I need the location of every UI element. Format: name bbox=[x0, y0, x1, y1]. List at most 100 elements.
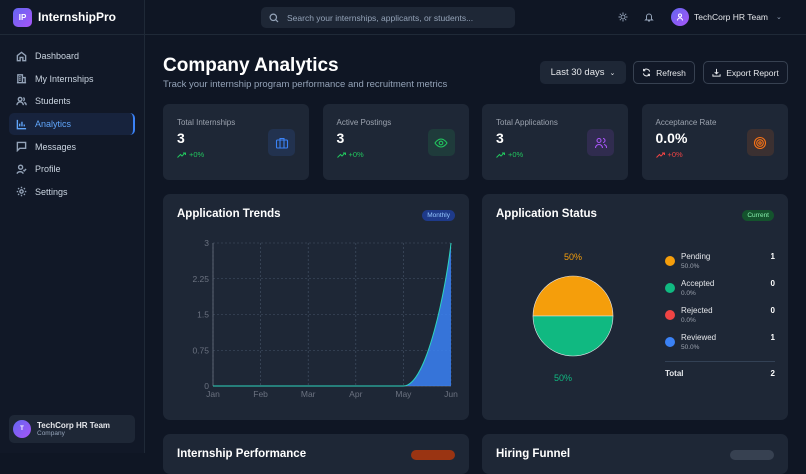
stat-change: +0% bbox=[508, 150, 523, 159]
chevron-down-icon: ⌄ bbox=[776, 13, 782, 21]
legend-count: 0 bbox=[771, 279, 775, 288]
user-check-icon bbox=[16, 164, 27, 175]
badge bbox=[411, 450, 455, 460]
internship-performance-card: Internship Performance bbox=[163, 434, 469, 474]
briefcase-icon bbox=[268, 129, 295, 156]
search-bar[interactable] bbox=[261, 7, 515, 28]
date-range-select[interactable]: Last 30 days ⌄ bbox=[540, 61, 626, 84]
target-icon bbox=[747, 129, 774, 156]
x-tick-label: Jan bbox=[206, 389, 220, 399]
home-icon bbox=[16, 51, 27, 62]
user-name: TechCorp HR Team bbox=[37, 421, 110, 430]
sidebar-item-messages[interactable]: Messages bbox=[9, 135, 135, 158]
legend-percent: 50.0% bbox=[681, 344, 699, 351]
stat-label: Total Internships bbox=[177, 118, 309, 127]
sidebar-item-students[interactable]: Students bbox=[9, 90, 135, 113]
bell-icon[interactable] bbox=[644, 12, 654, 22]
sidebar-nav: Dashboard My Internships Students Analytics… bbox=[0, 35, 144, 203]
logo[interactable]: IP InternshipPro bbox=[0, 0, 144, 35]
export-label: Export Report bbox=[726, 68, 778, 78]
sidebar-item-profile[interactable]: Profile bbox=[9, 158, 135, 181]
legend-percent: 0.0% bbox=[681, 317, 696, 324]
date-range-value: Last 30 days bbox=[551, 67, 605, 78]
building-icon bbox=[16, 73, 27, 84]
legend-dot bbox=[665, 310, 675, 320]
sidebar-user-card[interactable]: T TechCorp HR Team Company bbox=[9, 415, 135, 443]
sidebar-item-label: Profile bbox=[35, 164, 61, 174]
sidebar-item-my-internships[interactable]: My Internships bbox=[9, 68, 135, 91]
pie-label: 50% bbox=[554, 373, 572, 383]
sidebar-item-label: Students bbox=[35, 96, 71, 106]
x-tick-label: Apr bbox=[349, 389, 362, 399]
sun-icon[interactable] bbox=[618, 12, 628, 22]
y-tick-label: 0.75 bbox=[192, 345, 209, 355]
sidebar-item-label: Settings bbox=[35, 187, 68, 197]
x-tick-label: May bbox=[395, 389, 412, 399]
legend-count: 1 bbox=[771, 252, 775, 261]
legend-item-accepted: Accepted 0.0% 0 bbox=[665, 279, 775, 301]
hiring-funnel-card: Hiring Funnel bbox=[482, 434, 788, 474]
pie-label: 50% bbox=[564, 252, 582, 262]
x-tick-label: Mar bbox=[301, 389, 316, 399]
stat-card-total-applications: Total Applications 3 +0% bbox=[482, 104, 628, 180]
user-avatar-icon bbox=[671, 8, 689, 26]
sidebar-item-label: My Internships bbox=[35, 74, 94, 84]
legend-count: 0 bbox=[771, 306, 775, 315]
bar-chart-icon bbox=[16, 119, 27, 130]
x-tick-label: Jun bbox=[444, 389, 458, 399]
card-title: Internship Performance bbox=[177, 448, 306, 460]
legend-name: Rejected bbox=[681, 306, 713, 315]
legend-count: 1 bbox=[771, 333, 775, 342]
sidebar-item-label: Dashboard bbox=[35, 51, 79, 61]
stat-change: +0% bbox=[668, 150, 683, 159]
message-icon bbox=[16, 141, 27, 152]
stat-card-total-internships: Total Internships 3 +0% bbox=[163, 104, 309, 180]
trend-up-icon bbox=[656, 152, 665, 158]
user-role: Company bbox=[37, 430, 110, 437]
chevron-down-icon: ⌄ bbox=[610, 69, 616, 77]
stat-label: Total Applications bbox=[496, 118, 628, 127]
legend-name: Accepted bbox=[681, 279, 714, 288]
application-status-pie: 50% 50% bbox=[482, 194, 652, 420]
stat-change: +0% bbox=[189, 150, 204, 159]
total-value: 2 bbox=[665, 369, 775, 378]
download-icon bbox=[712, 68, 721, 77]
sidebar-item-label: Messages bbox=[35, 142, 76, 152]
x-tick-label: Feb bbox=[253, 389, 268, 399]
application-status-card: Application Status Current 50%50% Pendin… bbox=[482, 194, 788, 420]
eye-icon bbox=[428, 129, 455, 156]
y-tick-label: 1.5 bbox=[197, 310, 209, 320]
legend-name: Reviewed bbox=[681, 333, 716, 342]
legend-item-rejected: Rejected 0.0% 0 bbox=[665, 306, 775, 328]
stat-label: Active Postings bbox=[337, 118, 469, 127]
legend-dot bbox=[665, 337, 675, 347]
stat-change: +0% bbox=[349, 150, 364, 159]
sidebar-item-settings[interactable]: Settings bbox=[9, 181, 135, 204]
gear-icon bbox=[16, 186, 27, 197]
legend-dot bbox=[665, 283, 675, 293]
search-icon bbox=[269, 13, 279, 23]
trend-line bbox=[213, 243, 451, 386]
stat-card-acceptance-rate: Acceptance Rate 0.0% +0% bbox=[642, 104, 788, 180]
legend-percent: 0.0% bbox=[681, 290, 696, 297]
search-input[interactable] bbox=[287, 13, 507, 23]
users-icon bbox=[16, 96, 27, 107]
sidebar: IP InternshipPro Dashboard My Internships… bbox=[0, 0, 145, 453]
pie-slice-reviewed bbox=[533, 316, 613, 356]
refresh-icon bbox=[642, 68, 651, 77]
sidebar-item-analytics[interactable]: Analytics bbox=[9, 113, 135, 136]
trend-area bbox=[213, 243, 451, 386]
sidebar-item-dashboard[interactable]: Dashboard bbox=[9, 45, 135, 68]
refresh-button[interactable]: Refresh bbox=[633, 61, 695, 84]
trend-up-icon bbox=[177, 152, 186, 158]
logo-badge: IP bbox=[13, 8, 32, 27]
user-menu[interactable]: TechCorp HR Team ⌄ bbox=[671, 8, 782, 26]
page-subtitle: Track your internship program performanc… bbox=[163, 79, 447, 90]
stat-card-active-postings: Active Postings 3 +0% bbox=[323, 104, 469, 180]
export-report-button[interactable]: Export Report bbox=[703, 61, 788, 84]
divider bbox=[665, 361, 775, 362]
legend-percent: 50.0% bbox=[681, 263, 699, 270]
y-tick-label: 3 bbox=[204, 238, 209, 248]
